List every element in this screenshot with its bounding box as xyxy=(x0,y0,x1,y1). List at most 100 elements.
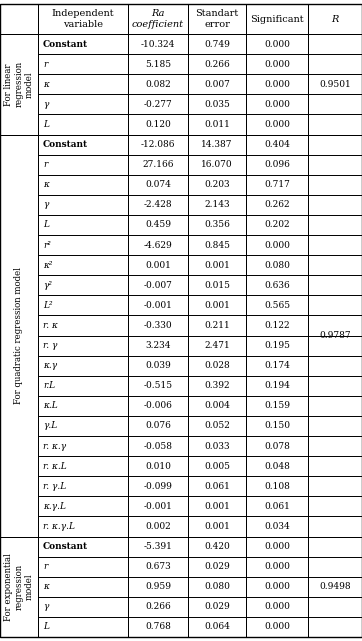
Bar xyxy=(188,556,246,577)
Bar xyxy=(246,416,308,436)
Bar xyxy=(128,537,188,556)
Text: Standart
error: Standart error xyxy=(195,10,239,29)
Bar xyxy=(188,275,246,296)
Bar xyxy=(128,416,188,436)
Bar xyxy=(38,456,128,476)
Bar xyxy=(246,114,308,135)
Bar xyxy=(308,376,362,395)
Bar xyxy=(128,215,188,235)
Text: 0.000: 0.000 xyxy=(264,603,290,612)
Bar xyxy=(246,496,308,517)
Text: γ: γ xyxy=(43,201,49,210)
Text: 0.174: 0.174 xyxy=(264,361,290,370)
Text: 0.266: 0.266 xyxy=(204,60,230,69)
Bar xyxy=(246,215,308,235)
Bar xyxy=(128,255,188,275)
Text: r. γ: r. γ xyxy=(43,341,57,350)
Bar xyxy=(188,395,246,416)
Text: 0.000: 0.000 xyxy=(264,120,290,129)
Bar xyxy=(128,597,188,617)
Bar xyxy=(128,436,188,456)
Text: 0.061: 0.061 xyxy=(204,482,230,491)
Bar xyxy=(0,537,38,637)
Bar xyxy=(308,436,362,456)
Text: 0.005: 0.005 xyxy=(204,462,230,470)
Text: For exponential
regression
model: For exponential regression model xyxy=(4,553,34,620)
Text: 0.845: 0.845 xyxy=(204,240,230,249)
Bar xyxy=(38,54,128,74)
Text: 0.000: 0.000 xyxy=(264,542,290,551)
Bar xyxy=(188,114,246,135)
Bar xyxy=(128,135,188,154)
Text: R: R xyxy=(331,15,339,24)
Text: 0.673: 0.673 xyxy=(145,562,171,571)
Text: -0.058: -0.058 xyxy=(143,442,173,451)
Text: 0.096: 0.096 xyxy=(264,160,290,169)
Bar xyxy=(128,517,188,537)
Bar xyxy=(128,335,188,356)
Bar xyxy=(128,235,188,255)
Bar xyxy=(188,376,246,395)
Bar xyxy=(38,597,128,617)
Bar xyxy=(308,315,362,335)
Text: 0.565: 0.565 xyxy=(264,301,290,310)
Bar xyxy=(308,577,362,597)
Text: For linear
regression
model: For linear regression model xyxy=(4,61,34,107)
Text: For quadratic regression model: For quadratic regression model xyxy=(14,267,24,404)
Text: 14.387: 14.387 xyxy=(201,140,233,149)
Bar xyxy=(188,577,246,597)
Text: 0.000: 0.000 xyxy=(264,60,290,69)
Bar xyxy=(188,94,246,114)
Text: 0.202: 0.202 xyxy=(264,221,290,229)
Bar xyxy=(128,395,188,416)
Bar xyxy=(38,74,128,94)
Text: 0.459: 0.459 xyxy=(145,221,171,229)
Text: 0.356: 0.356 xyxy=(204,221,230,229)
Bar xyxy=(128,114,188,135)
Bar xyxy=(38,356,128,376)
Bar xyxy=(188,54,246,74)
Text: Ra
coefficient: Ra coefficient xyxy=(132,10,184,29)
Bar xyxy=(246,335,308,356)
Bar xyxy=(308,395,362,416)
Bar xyxy=(0,135,38,537)
Bar xyxy=(188,255,246,275)
Bar xyxy=(308,215,362,235)
Text: 0.004: 0.004 xyxy=(204,401,230,410)
Bar xyxy=(38,235,128,255)
Bar xyxy=(38,94,128,114)
Bar xyxy=(128,496,188,517)
Text: 0.035: 0.035 xyxy=(204,100,230,109)
Text: r.L: r.L xyxy=(43,381,55,390)
Text: κ: κ xyxy=(43,582,49,591)
Bar xyxy=(188,597,246,617)
Bar xyxy=(38,215,128,235)
Bar xyxy=(308,556,362,577)
Bar xyxy=(308,94,362,114)
Text: 0.001: 0.001 xyxy=(204,301,230,310)
Text: L: L xyxy=(43,120,49,129)
Text: Independent
variable: Independent variable xyxy=(52,10,114,29)
Bar xyxy=(246,597,308,617)
Text: -0.001: -0.001 xyxy=(144,301,172,310)
Text: 0.064: 0.064 xyxy=(204,622,230,631)
Text: 0.074: 0.074 xyxy=(145,180,171,189)
Text: L: L xyxy=(43,622,49,631)
Text: Constant: Constant xyxy=(43,40,88,49)
Bar xyxy=(128,34,188,54)
Text: 0.010: 0.010 xyxy=(145,462,171,470)
Bar xyxy=(246,296,308,315)
Bar xyxy=(188,4,246,34)
Text: -0.277: -0.277 xyxy=(144,100,172,109)
Text: 16.070: 16.070 xyxy=(201,160,233,169)
Text: 0.194: 0.194 xyxy=(264,381,290,390)
Bar xyxy=(308,335,362,356)
Bar xyxy=(128,175,188,195)
Bar xyxy=(246,175,308,195)
Text: 0.211: 0.211 xyxy=(204,321,230,330)
Text: -2.428: -2.428 xyxy=(144,201,172,210)
Bar xyxy=(128,476,188,496)
Text: 5.185: 5.185 xyxy=(145,60,171,69)
Bar xyxy=(246,517,308,537)
Bar xyxy=(308,356,362,376)
